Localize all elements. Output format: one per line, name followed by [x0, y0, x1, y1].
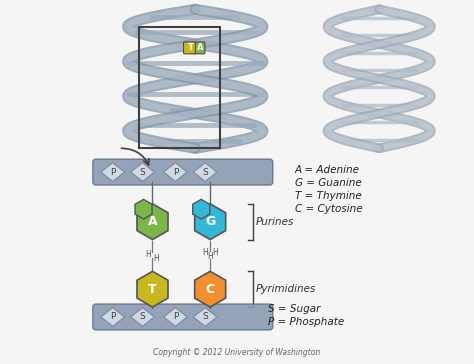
Polygon shape	[164, 308, 187, 327]
Polygon shape	[137, 204, 168, 240]
Polygon shape	[193, 308, 217, 327]
Text: Pyrimidines: Pyrimidines	[256, 284, 316, 294]
Text: H: H	[207, 252, 213, 261]
Bar	[138, 27, 220, 148]
Text: P: P	[173, 167, 178, 177]
FancyBboxPatch shape	[93, 159, 273, 185]
Polygon shape	[131, 308, 155, 327]
Polygon shape	[135, 199, 152, 219]
Text: S: S	[140, 312, 146, 321]
FancyBboxPatch shape	[93, 304, 273, 330]
FancyBboxPatch shape	[183, 42, 195, 54]
Text: A: A	[197, 43, 203, 52]
Text: A = Adenine: A = Adenine	[295, 165, 360, 175]
Text: S: S	[140, 167, 146, 177]
Text: C: C	[206, 283, 215, 296]
Text: P: P	[110, 167, 116, 177]
Text: G = Guanine: G = Guanine	[295, 178, 361, 188]
Text: H: H	[202, 248, 208, 257]
Text: P = Phosphate: P = Phosphate	[268, 317, 344, 327]
Polygon shape	[195, 271, 226, 307]
Polygon shape	[164, 163, 187, 182]
Text: H: H	[212, 248, 218, 257]
Polygon shape	[101, 163, 125, 182]
Polygon shape	[101, 308, 125, 327]
Text: T: T	[187, 43, 193, 52]
Text: T: T	[148, 283, 157, 296]
Polygon shape	[193, 163, 217, 182]
Text: H: H	[154, 254, 159, 263]
Text: P: P	[110, 312, 116, 321]
Text: Copyright © 2012 University of Washington: Copyright © 2012 University of Washingto…	[154, 348, 320, 357]
Text: C = Cytosine: C = Cytosine	[295, 204, 362, 214]
Text: S: S	[202, 167, 208, 177]
Polygon shape	[131, 163, 155, 182]
Polygon shape	[193, 199, 210, 219]
Text: H: H	[146, 250, 151, 259]
Text: Purines: Purines	[256, 217, 294, 227]
Text: S: S	[202, 312, 208, 321]
Text: S = Sugar: S = Sugar	[268, 304, 320, 314]
Polygon shape	[137, 271, 168, 307]
Text: G: G	[205, 215, 215, 228]
FancyBboxPatch shape	[193, 42, 205, 54]
Text: T = Thymine: T = Thymine	[295, 191, 361, 201]
Text: A: A	[148, 215, 157, 228]
Polygon shape	[195, 204, 226, 240]
Text: P: P	[173, 312, 178, 321]
